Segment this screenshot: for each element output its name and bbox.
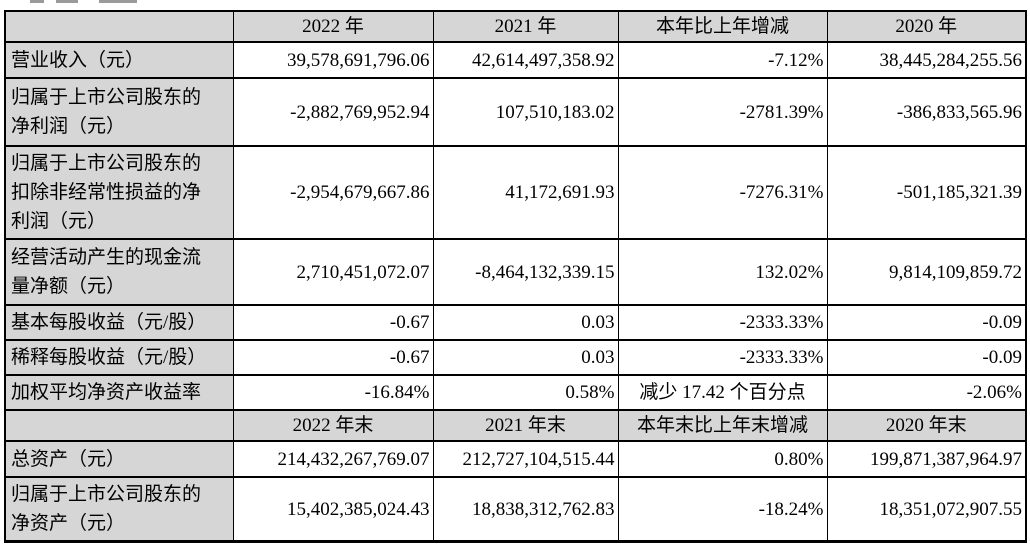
- value-2020: -2.06%: [826, 374, 1027, 411]
- value-change: -7.12%: [617, 41, 828, 79]
- table-row: 总资产（元） 214,432,267,769.07 212,727,104,51…: [4, 440, 1027, 478]
- header-yearend-change: 本年末比上年末增减: [617, 409, 828, 442]
- header-2020-end: 2020 年末: [826, 409, 1027, 442]
- value-2022: 2,710,451,072.07: [232, 238, 434, 306]
- row-label: 营业收入（元）: [4, 41, 234, 79]
- clipped-text-remnant: [56, 0, 78, 3]
- row-label: 归属于上市公司股东的 扣除非经常性损益的净 利润（元）: [4, 145, 234, 240]
- table-row: 基本每股收益（元/股） -0.67 0.03 -2333.33% -0.09: [4, 304, 1027, 341]
- value-change: -7276.31%: [617, 145, 828, 240]
- value-change: -2333.33%: [617, 304, 828, 341]
- value-2021-end: 212,727,104,515.44: [432, 440, 619, 478]
- table-row: 归属于上市公司股东的 扣除非经常性损益的净 利润（元） -2,954,679,6…: [4, 145, 1027, 240]
- row-label: 归属于上市公司股东的 净利润（元）: [4, 77, 234, 147]
- value-2022: -16.84%: [232, 374, 434, 411]
- value-2021: 0.03: [432, 339, 619, 376]
- value-change: -2333.33%: [617, 339, 828, 376]
- value-2020: -386,833,565.96: [826, 77, 1027, 147]
- value-2022: -2,882,769,952.94: [232, 77, 434, 147]
- value-2021: 107,510,183.02: [432, 77, 619, 147]
- header-2020: 2020 年: [826, 10, 1027, 43]
- value-change: -2781.39%: [617, 77, 828, 147]
- header-2021-end: 2021 年末: [432, 409, 619, 442]
- value-2021: 0.58%: [432, 374, 619, 411]
- value-2020: -0.09: [826, 304, 1027, 341]
- value-2021-end: 18,838,312,762.83: [432, 476, 619, 543]
- value-change: 132.02%: [617, 238, 828, 306]
- value-2020: -0.09: [826, 339, 1027, 376]
- value-2021: -8,464,132,339.15: [432, 238, 619, 306]
- value-2021: 42,614,497,358.92: [432, 41, 619, 79]
- table-row: 经营活动产生的现金流 量净额（元） 2,710,451,072.07 -8,46…: [4, 238, 1027, 306]
- header-2021: 2021 年: [432, 10, 619, 43]
- value-2022: -0.67: [232, 304, 434, 341]
- row-label: 基本每股收益（元/股）: [4, 304, 234, 341]
- table-row: 归属于上市公司股东的 净利润（元） -2,882,769,952.94 107,…: [4, 77, 1027, 147]
- value-2020: -501,185,321.39: [826, 145, 1027, 240]
- header-2022: 2022 年: [232, 10, 434, 43]
- header-yoy-change: 本年比上年增减: [617, 10, 828, 43]
- header-2022-end: 2022 年末: [232, 409, 434, 442]
- table-row: 营业收入（元） 39,578,691,796.06 42,614,497,358…: [4, 41, 1027, 79]
- row-label: 稀释每股收益（元/股）: [4, 339, 234, 376]
- table-row: 稀释每股收益（元/股） -0.67 0.03 -2333.33% -0.09: [4, 339, 1027, 376]
- value-2022: -0.67: [232, 339, 434, 376]
- financial-summary-table: 2022 年 2021 年 本年比上年增减 2020 年 营业收入（元） 39,…: [4, 10, 1027, 543]
- clipped-text-remnant: [30, 0, 44, 3]
- value-change: 减少 17.42 个百分点: [617, 374, 828, 411]
- value-change: 0.80%: [617, 440, 828, 478]
- value-2020: 38,445,284,255.56: [826, 41, 1027, 79]
- value-2022: -2,954,679,667.86: [232, 145, 434, 240]
- row-label: 总资产（元）: [4, 440, 234, 478]
- value-change: -18.24%: [617, 476, 828, 543]
- clipped-text-remnant: [99, 0, 137, 3]
- row-label: 归属于上市公司股东的 净资产（元）: [4, 476, 234, 543]
- value-2021: 0.03: [432, 304, 619, 341]
- table-row: 加权平均净资产收益率 -16.84% 0.58% 减少 17.42 个百分点 -…: [4, 374, 1027, 411]
- year-end-header-row: 2022 年末 2021 年末 本年末比上年末增减 2020 年末: [4, 409, 1027, 442]
- year-header-row: 2022 年 2021 年 本年比上年增减 2020 年: [4, 10, 1027, 43]
- row-label: 加权平均净资产收益率: [4, 374, 234, 411]
- value-2020-end: 199,871,387,964.97: [826, 440, 1027, 478]
- row-label: 经营活动产生的现金流 量净额（元）: [4, 238, 234, 306]
- header-blank-cell: [4, 10, 234, 43]
- table-row: 归属于上市公司股东的 净资产（元） 15,402,385,024.43 18,8…: [4, 476, 1027, 543]
- value-2020-end: 18,351,072,907.55: [826, 476, 1027, 543]
- header-blank-cell: [4, 409, 234, 442]
- value-2021: 41,172,691.93: [432, 145, 619, 240]
- value-2022-end: 15,402,385,024.43: [232, 476, 434, 543]
- value-2022-end: 214,432,267,769.07: [232, 440, 434, 478]
- value-2022: 39,578,691,796.06: [232, 41, 434, 79]
- value-2020: 9,814,109,859.72: [826, 238, 1027, 306]
